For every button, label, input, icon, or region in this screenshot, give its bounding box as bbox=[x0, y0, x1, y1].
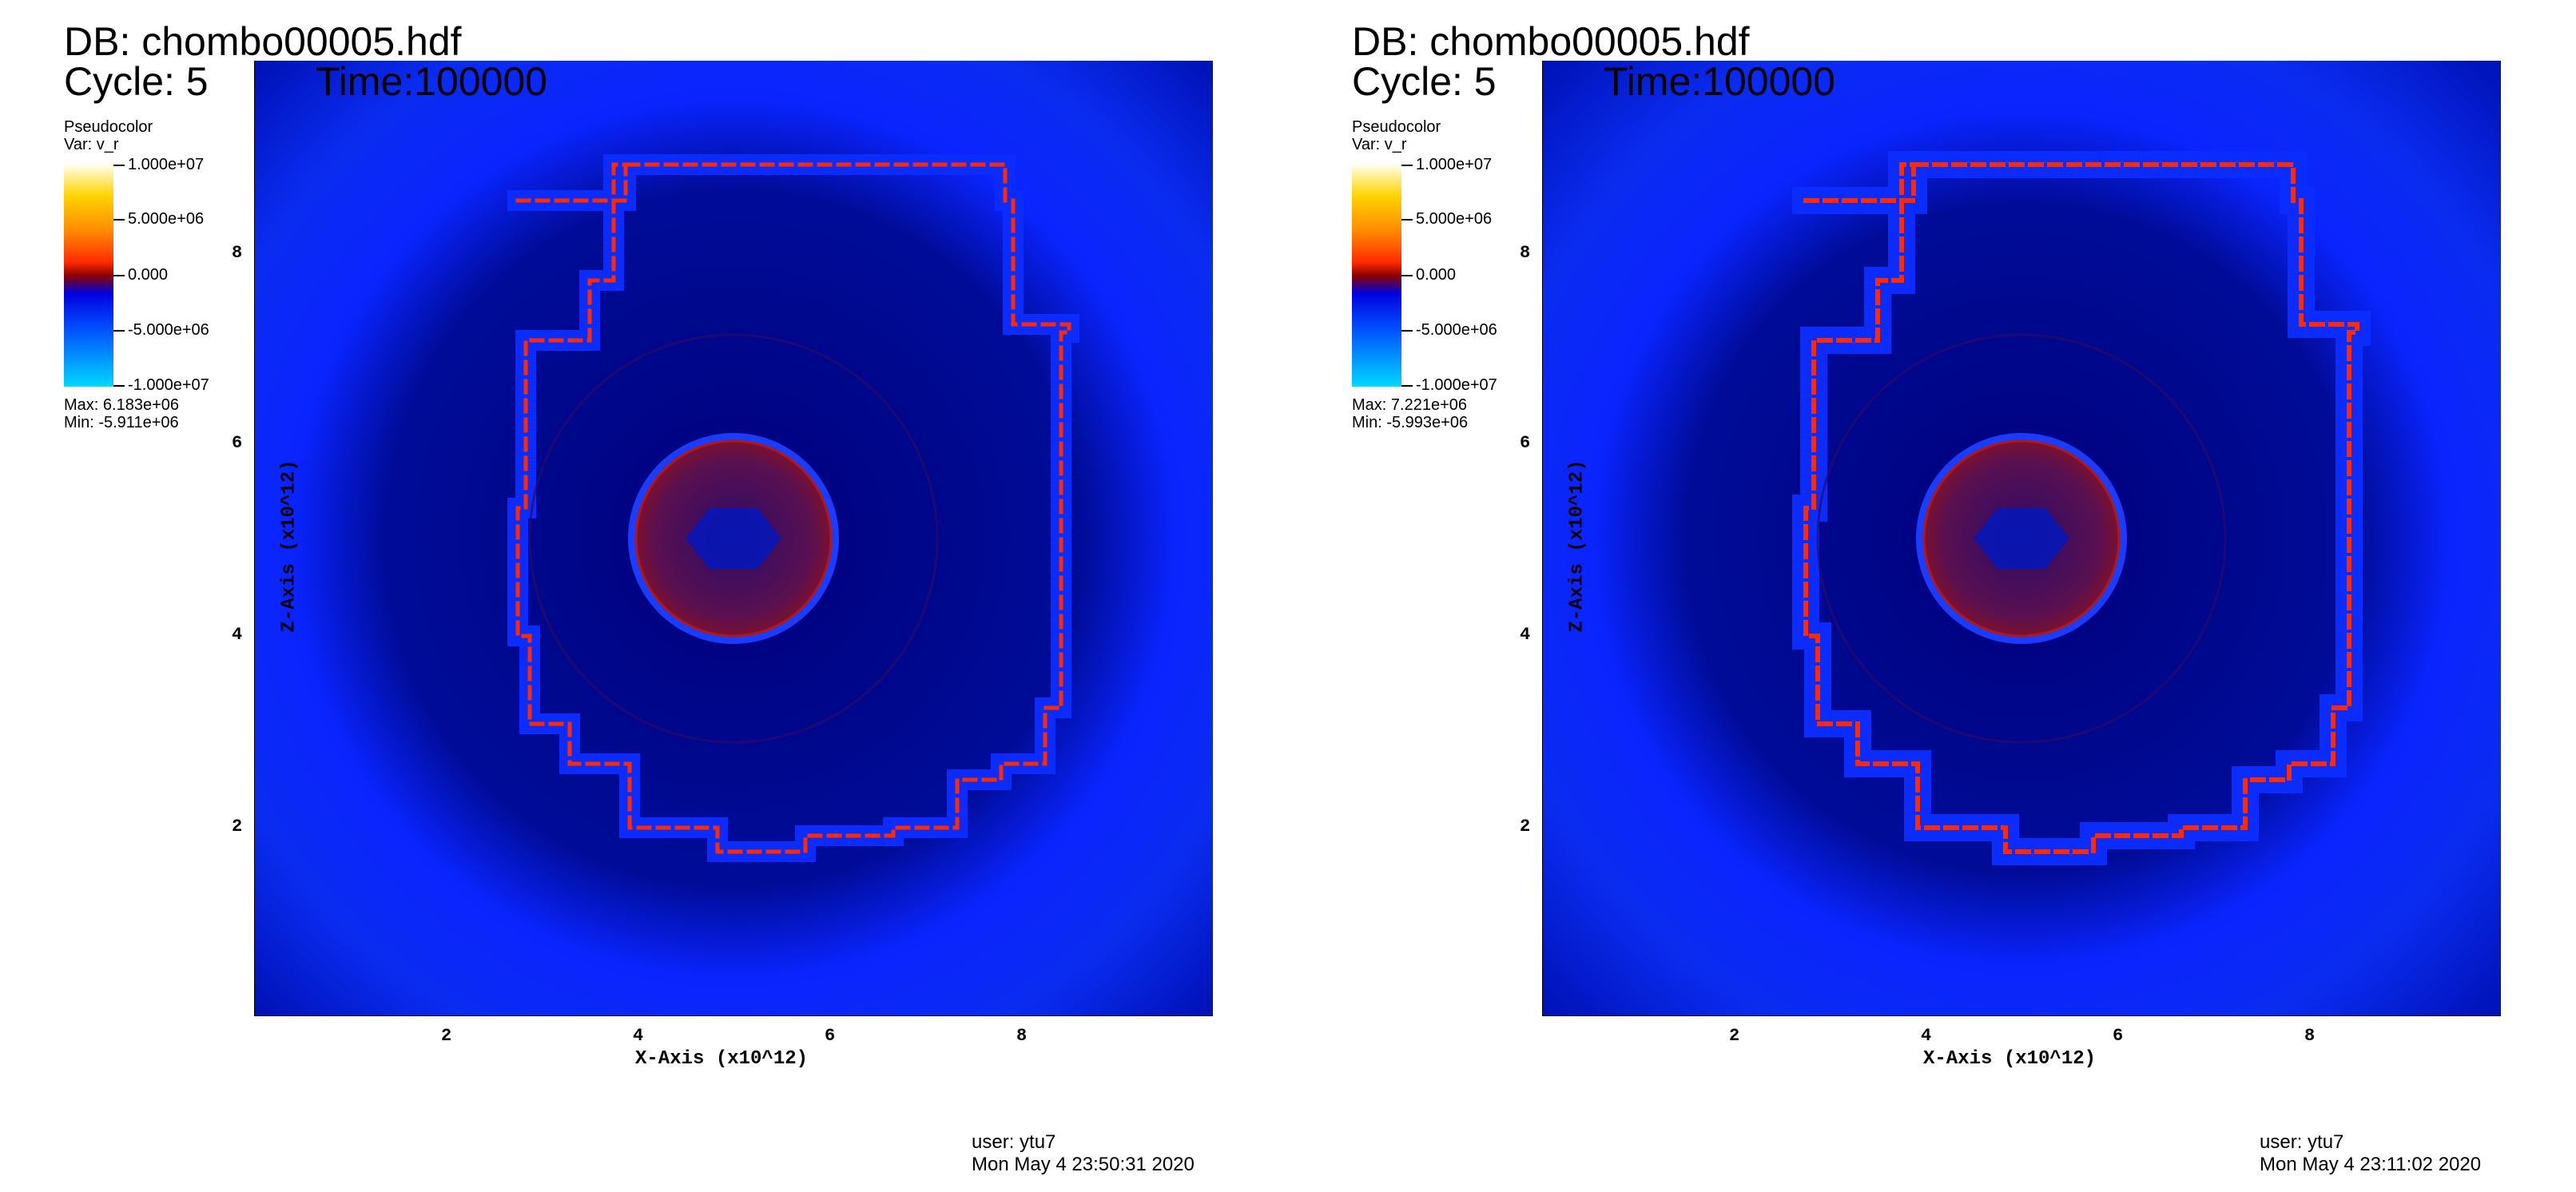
colorbar-tick-label: -5.000e+06 bbox=[128, 321, 209, 339]
x-tick-label: 2 bbox=[441, 1026, 452, 1046]
colorbar-tick bbox=[113, 165, 125, 166]
y-tick-label: 6 bbox=[232, 433, 243, 453]
colorbar-tick bbox=[113, 385, 125, 387]
x-tick-label: 8 bbox=[2304, 1026, 2316, 1046]
colorbar-tick-label: 0.000 bbox=[1416, 266, 1457, 284]
time-label: Time:100000 bbox=[316, 59, 547, 104]
min-value: Min: -5.993e+06 bbox=[1352, 414, 1469, 431]
cycle-label: Cycle: 5 bbox=[1352, 59, 1497, 104]
legend-title: Pseudocolor bbox=[1352, 118, 1441, 136]
x-tick-label: 6 bbox=[2113, 1026, 2124, 1046]
inner-ring bbox=[1816, 333, 2227, 744]
y-tick-label: 2 bbox=[1520, 817, 1531, 836]
legend-variable: Var: v_r bbox=[64, 136, 119, 153]
y-tick-label: 2 bbox=[232, 817, 243, 836]
x-tick-label: 4 bbox=[1921, 1026, 1932, 1046]
x-axis-label: X-Axis (x10^12) bbox=[635, 1048, 809, 1070]
y-tick-label: 8 bbox=[1520, 243, 1531, 263]
user-label: user: ytu7 bbox=[2260, 1131, 2344, 1153]
colorbar-tick bbox=[1401, 165, 1413, 166]
min-value: Min: -5.911e+06 bbox=[64, 414, 179, 431]
pseudocolor-plot bbox=[254, 61, 1213, 1016]
colorbar-tick-label: -1.000e+07 bbox=[1416, 376, 1497, 394]
y-tick-label: 4 bbox=[1520, 625, 1531, 645]
colorbar-tick bbox=[1401, 385, 1413, 387]
left-visualization-panel: DB: chombo00005.hdf Cycle: 5 bbox=[64, 19, 1213, 1175]
time-label: Time:100000 bbox=[1604, 59, 1835, 104]
x-tick-label: 4 bbox=[633, 1026, 644, 1046]
y-tick-label: 6 bbox=[1520, 433, 1531, 453]
colorbar-tick bbox=[113, 330, 125, 332]
database-title: DB: chombo00005.hdf bbox=[64, 19, 462, 64]
core-pattern bbox=[1974, 508, 2069, 569]
x-axis-label: X-Axis (x10^12) bbox=[1923, 1048, 2097, 1070]
user-label: user: ytu7 bbox=[972, 1131, 1056, 1153]
colorbar-tick bbox=[1401, 275, 1413, 276]
date-label: Mon May 4 23:50:31 2020 bbox=[972, 1154, 1195, 1175]
y-axis-label: Z-Axis (x10^12) bbox=[278, 459, 300, 633]
database-title: DB: chombo00005.hdf bbox=[1352, 19, 1750, 64]
y-tick-label: 4 bbox=[232, 625, 243, 645]
x-tick-label: 8 bbox=[1016, 1026, 1028, 1046]
y-axis-label: Z-Axis (x10^12) bbox=[1566, 459, 1588, 633]
max-value: Max: 6.183e+06 bbox=[64, 396, 179, 414]
max-value: Max: 7.221e+06 bbox=[1352, 396, 1467, 414]
core-pattern bbox=[686, 508, 781, 569]
legend-title: Pseudocolor bbox=[64, 118, 153, 136]
colorbar bbox=[64, 165, 113, 387]
right-visualization-panel: DB: chombo00005.hdf Cycle: 5 bbox=[1288, 0, 2576, 1192]
colorbar-tick bbox=[1401, 330, 1413, 332]
x-tick-label: 6 bbox=[825, 1026, 836, 1046]
y-tick-label: 8 bbox=[232, 243, 243, 263]
colorbar-tick-label: -1.000e+07 bbox=[128, 376, 209, 394]
colorbar-tick-label: 1.000e+07 bbox=[1416, 156, 1493, 173]
colorbar-tick-label: 0.000 bbox=[128, 266, 169, 284]
inner-ring bbox=[528, 333, 939, 744]
x-tick-label: 2 bbox=[1729, 1026, 1740, 1046]
colorbar bbox=[1352, 165, 1401, 387]
date-label: Mon May 4 23:11:02 2020 bbox=[2260, 1154, 2482, 1175]
colorbar-tick-label: -5.000e+06 bbox=[1416, 321, 1497, 339]
colorbar-tick bbox=[113, 219, 125, 221]
colorbar-tick bbox=[1401, 219, 1413, 221]
colorbar-tick-label: 1.000e+07 bbox=[128, 156, 205, 173]
shock-boundary bbox=[507, 154, 1079, 862]
legend-variable: Var: v_r bbox=[1352, 136, 1407, 153]
cycle-label: Cycle: 5 bbox=[64, 59, 209, 104]
colorbar-tick-label: 5.000e+06 bbox=[1416, 210, 1493, 228]
shock-boundary bbox=[1792, 151, 2371, 865]
pseudocolor-plot bbox=[1542, 61, 2501, 1016]
colorbar-tick-label: 5.000e+06 bbox=[128, 210, 205, 228]
colorbar-tick bbox=[113, 275, 125, 276]
